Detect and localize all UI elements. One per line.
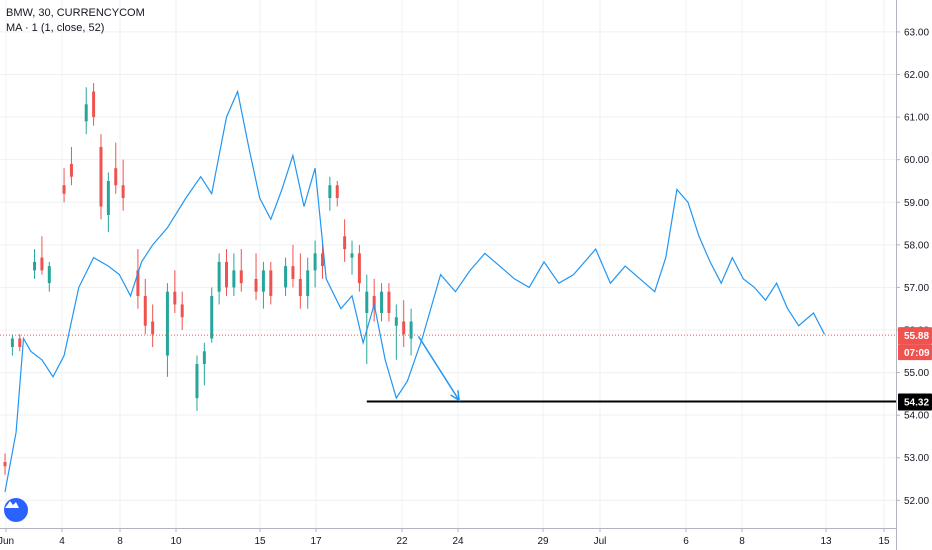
- y-tick-label: 60.00: [904, 155, 929, 166]
- x-tick-label: 10: [170, 536, 182, 547]
- candle-body: [69, 163, 73, 177]
- y-tick-label: 58.00: [904, 240, 929, 251]
- candle-body: [254, 278, 258, 292]
- x-tick-label: Jun: [0, 536, 14, 547]
- indicator-label[interactable]: MA · 1 (1, close, 52): [6, 22, 105, 34]
- candle-body: [136, 270, 140, 296]
- y-tick-label: 54.00: [904, 411, 929, 422]
- y-axis-labels: 52.0053.0054.0055.0056.0057.0058.0059.00…: [896, 27, 929, 507]
- candle-body: [180, 304, 184, 318]
- candle-body: [151, 321, 155, 335]
- chart-legend[interactable]: BMW, 30, CURRENCYCOM MA · 1 (1, close, 5…: [6, 6, 145, 36]
- candle-body: [409, 321, 413, 339]
- candle-body: [18, 338, 22, 348]
- projection-arrow-head-icon: [450, 390, 461, 402]
- moving-average-series: [4, 89, 826, 492]
- x-tick-label: Jul: [594, 536, 607, 547]
- chart-grid: [0, 0, 896, 528]
- y-tick-label: 55.00: [904, 368, 929, 379]
- candle-body: [99, 146, 103, 207]
- candle-body: [202, 351, 206, 365]
- axis-lines: [0, 0, 897, 550]
- candle-body: [284, 266, 288, 288]
- candlestick-series: [3, 83, 413, 475]
- x-tick-label: 29: [537, 536, 549, 547]
- x-tick-label: 15: [878, 536, 890, 547]
- candle-body: [291, 266, 295, 279]
- x-tick-label: 22: [396, 536, 408, 547]
- countdown-tag: [898, 344, 932, 361]
- symbol-label[interactable]: BMW, 30, CURRENCYCOM: [6, 7, 145, 19]
- candle-body: [33, 261, 37, 271]
- candle-body: [394, 317, 398, 326]
- x-tick-label: 8: [739, 536, 745, 547]
- candle-body: [320, 253, 324, 267]
- x-tick-label: 13: [820, 536, 832, 547]
- candle-body: [387, 291, 391, 313]
- projection-arrow-shaft: [417, 335, 460, 401]
- candle-body: [173, 291, 177, 305]
- candle-body: [143, 295, 147, 326]
- candle-body: [306, 270, 310, 296]
- candle-body: [350, 253, 354, 258]
- candle-body: [372, 295, 376, 309]
- candle-body: [217, 261, 221, 292]
- support-price-label: 54.32: [904, 398, 929, 409]
- y-tick-label: 63.00: [904, 27, 929, 38]
- x-axis-labels: Jun 4 8 10 15 17 22 24 29 Jul 6 8 13 15: [0, 528, 890, 547]
- candle-body: [114, 168, 118, 186]
- y-tick-label: 61.00: [904, 113, 929, 124]
- tradingview-logo-icon[interactable]: [4, 498, 28, 522]
- x-tick-label: 15: [254, 536, 266, 547]
- price-tags: 55.88 07:09 54.32: [898, 327, 932, 411]
- candle-body: [269, 270, 273, 296]
- candle-body: [106, 180, 110, 216]
- candle-body: [225, 261, 228, 288]
- candle-body: [121, 185, 125, 198]
- candle-body: [47, 266, 51, 284]
- candle-body: [343, 236, 347, 250]
- candle-body: [10, 338, 14, 348]
- y-tick-label: 59.00: [904, 198, 929, 209]
- candle-body: [62, 185, 66, 194]
- ma-line-path: [4, 89, 826, 492]
- x-tick-label: 17: [310, 536, 322, 547]
- candle-body: [210, 295, 214, 339]
- x-tick-label: 8: [117, 536, 123, 547]
- candle-body: [313, 253, 317, 271]
- y-tick-label: 52.00: [904, 496, 929, 507]
- countdown-label: 07:09: [904, 348, 930, 359]
- candle-body: [239, 270, 243, 284]
- candle-body: [357, 253, 361, 284]
- candle-body: [195, 364, 199, 399]
- current-price-tag: [898, 327, 932, 345]
- candle-body: [328, 185, 332, 198]
- candle-body: [3, 462, 7, 467]
- y-tick-label: 57.00: [904, 283, 929, 294]
- candle-body: [84, 104, 88, 122]
- candle-body: [165, 291, 169, 356]
- candle-body: [40, 257, 44, 271]
- y-tick-label: 62.00: [904, 70, 929, 81]
- x-tick-label: 24: [452, 536, 464, 547]
- candle-body: [92, 91, 96, 118]
- x-tick-label: 6: [683, 536, 689, 547]
- candle-body: [402, 321, 406, 335]
- candle-body: [232, 270, 236, 288]
- price-levels: [0, 334, 896, 403]
- candle-body: [365, 291, 369, 313]
- current-price-label: 55.88: [904, 331, 929, 342]
- candle-body: [335, 185, 339, 198]
- support-price-tag: [898, 393, 932, 411]
- candle-body: [380, 291, 384, 313]
- candle-body: [298, 278, 302, 296]
- y-tick-label: 53.00: [904, 453, 929, 464]
- x-tick-label: 4: [59, 536, 65, 547]
- candle-body: [261, 270, 265, 292]
